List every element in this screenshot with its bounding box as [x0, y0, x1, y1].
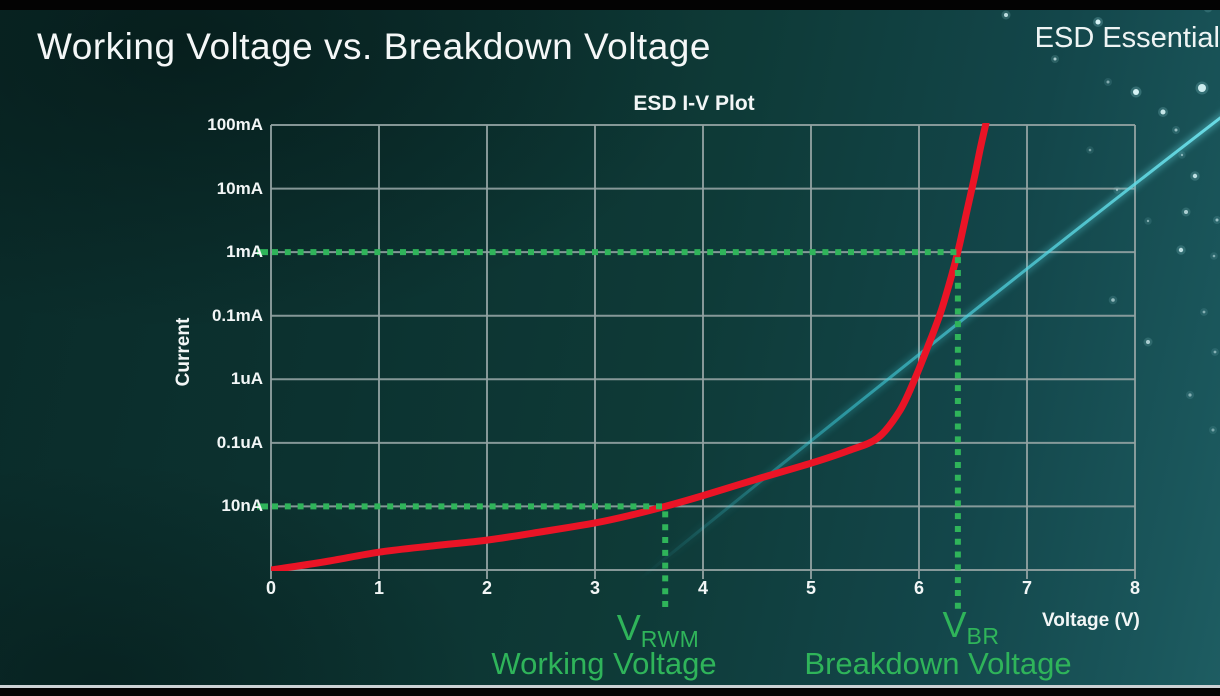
y-tick-label: 10mA	[216, 178, 263, 198]
plot-grid	[270, 124, 1136, 579]
vbr-symbol: VBR	[943, 604, 1000, 650]
vbr-v: V	[942, 604, 967, 645]
y-tick-label: 0.1mA	[211, 305, 263, 325]
particle-dot	[1180, 153, 1184, 157]
particle-halo	[1086, 146, 1094, 154]
y-tick-label: 1mA	[226, 242, 263, 262]
y-tick-label: 100mA	[207, 115, 263, 134]
particle-dot	[1146, 219, 1150, 223]
particle-dot	[1088, 148, 1092, 152]
vbr-subscript: BR	[966, 623, 1000, 649]
page-title: Working Voltage vs. Breakdown Voltage	[37, 26, 711, 67]
y-tick-label: 0.1uA	[216, 432, 263, 452]
vrwm-v: V	[616, 607, 641, 648]
annotation-dotted-lines	[257, 249, 961, 612]
working-voltage-caption: Working Voltage	[491, 646, 717, 681]
particle-dot	[1178, 247, 1184, 253]
particle-dot	[1004, 13, 1008, 17]
particle-dot	[1095, 19, 1101, 25]
particle-dot	[1215, 218, 1219, 222]
x-tick-label: 3	[589, 578, 600, 598]
particle-dot	[1188, 393, 1192, 397]
vrwm-symbol: VRWM	[617, 607, 700, 653]
chart-title: ESD I-V Plot	[633, 92, 755, 115]
particle-dot	[1053, 57, 1057, 61]
x-tick-label: 0	[265, 578, 276, 598]
bottom-divider-line	[0, 685, 1220, 688]
particle-dot	[1184, 210, 1188, 214]
particle-dot	[1211, 428, 1215, 432]
particle-dot	[1162, 34, 1166, 38]
x-tick-label: 8	[1129, 578, 1140, 598]
top-letterbox-bar	[0, 0, 1220, 10]
particle-dot	[1202, 310, 1206, 314]
x-axis-label: Voltage (V)	[1042, 610, 1140, 631]
particle-dot	[1106, 80, 1110, 84]
x-tick-label: 2	[481, 578, 492, 598]
iv-curve	[271, 123, 990, 571]
x-tick-label: 4	[697, 578, 708, 598]
particle-dot	[1174, 128, 1178, 132]
vrwm-subscript: RWM	[640, 626, 700, 652]
iv-curve-path	[271, 123, 990, 571]
particle-dot	[1192, 173, 1198, 179]
particle-dot	[1198, 84, 1206, 92]
y-tick-label: 1uA	[230, 369, 263, 389]
y-tick-label: 10nA	[221, 496, 263, 516]
bottom-letterbox-bar	[0, 688, 1220, 696]
particle-dot	[1115, 188, 1119, 192]
particle-dot	[1212, 254, 1216, 258]
particle-dot	[1213, 350, 1217, 354]
brand-watermark: ESD Essential	[1034, 22, 1220, 54]
x-tick-label: 5	[805, 578, 816, 598]
x-tick-label: 1	[373, 578, 384, 598]
x-tick-label: 6	[913, 578, 924, 598]
x-tick-label: 7	[1021, 578, 1032, 598]
particle-dot	[1133, 89, 1139, 95]
particle-dot	[1160, 109, 1166, 115]
breakdown-voltage-caption: Breakdown Voltage	[804, 646, 1072, 681]
particle-dot	[1111, 298, 1115, 302]
particle-halo	[1209, 426, 1217, 434]
background-particles	[1001, 3, 1220, 434]
particle-dot	[1146, 340, 1150, 344]
